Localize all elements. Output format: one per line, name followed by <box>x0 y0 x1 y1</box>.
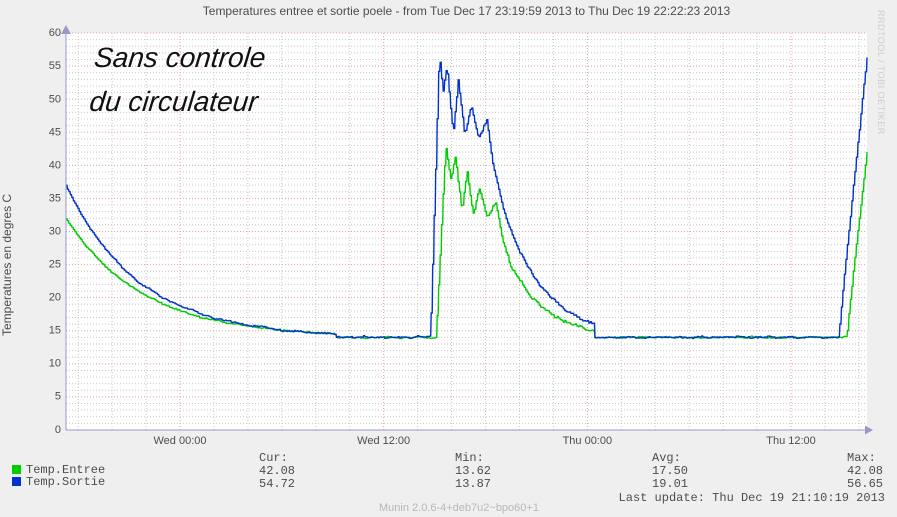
svg-text:Thu 12:00: Thu 12:00 <box>766 435 816 447</box>
svg-text:40: 40 <box>49 160 61 172</box>
svg-text:20: 20 <box>49 292 61 304</box>
svg-text:10: 10 <box>49 358 61 370</box>
svg-text:45: 45 <box>49 127 61 139</box>
svg-text:50: 50 <box>49 94 61 106</box>
svg-text:Wed 00:00: Wed 00:00 <box>153 435 206 447</box>
svg-text:15: 15 <box>49 325 61 337</box>
svg-text:55: 55 <box>49 60 61 72</box>
svg-text:Thu 00:00: Thu 00:00 <box>563 435 613 447</box>
svg-text:25: 25 <box>49 259 61 271</box>
svg-text:0: 0 <box>55 424 61 436</box>
svg-text:30: 30 <box>49 226 61 238</box>
svg-text:Wed 12:00: Wed 12:00 <box>357 435 410 447</box>
svg-text:35: 35 <box>49 193 61 205</box>
svg-text:60: 60 <box>49 27 61 39</box>
svg-text:5: 5 <box>55 391 61 403</box>
